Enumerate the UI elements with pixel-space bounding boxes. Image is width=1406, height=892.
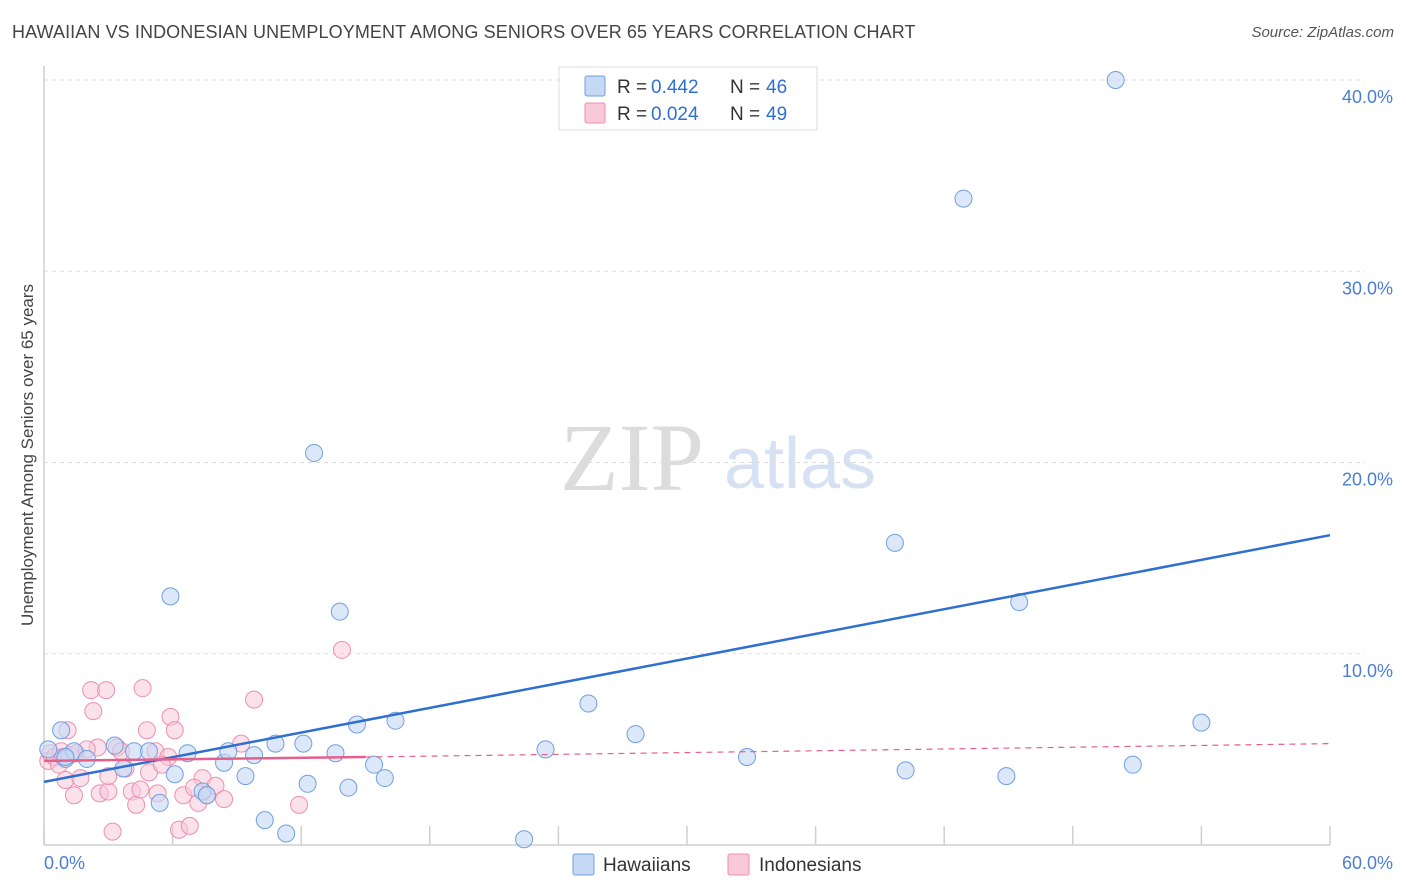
indonesians-point-31 — [165, 721, 184, 740]
y-axis-label: Unemployment Among Seniors over 65 years — [18, 284, 37, 626]
indonesians-trend-line — [43, 755, 366, 763]
hawaiians-point-39 — [954, 189, 973, 208]
hawaiians-point-4 — [77, 749, 96, 768]
y-tick-label-0: 10.0% — [1342, 661, 1393, 681]
y-tick-label-2: 30.0% — [1342, 278, 1393, 298]
legend-r-value-hawaiians: 0.442 — [651, 77, 699, 98]
indonesians-point-45 — [99, 767, 118, 786]
hawaiians-point-21 — [277, 824, 296, 843]
x-ticks — [43, 826, 1331, 845]
indonesians-trend-line-extension — [365, 743, 1331, 758]
hawaiians-point-0 — [39, 740, 58, 759]
hawaiians-trend-line — [43, 533, 1331, 784]
correlation-legend: R = 0.442 N = 46 R = 0.024 N = 49 — [558, 66, 818, 131]
hawaiians-point-8 — [140, 742, 159, 761]
trend-lines — [43, 533, 1331, 784]
source-label: Source: ZipAtlas.com — [1251, 24, 1394, 41]
legend-r-label-indonesians: R = — [617, 104, 647, 125]
legend-swatch-indonesians — [584, 102, 606, 124]
hawaiians-point-19 — [255, 811, 274, 830]
legend-n-value-indonesians: 49 — [766, 104, 787, 125]
indonesians-point-42 — [290, 795, 309, 814]
y-tick-label-1: 20.0% — [1342, 470, 1393, 490]
hawaiians-point-43 — [1123, 755, 1142, 774]
chart-title: HAWAIIAN VS INDONESIAN UNEMPLOYMENT AMON… — [12, 22, 916, 42]
hawaiians-point-23 — [298, 774, 317, 793]
hawaiians-point-26 — [330, 602, 349, 621]
hawaiians-point-24 — [305, 443, 324, 462]
indonesians-point-48 — [65, 786, 84, 805]
hawaiians-point-33 — [536, 740, 555, 759]
hawaiians-point-38 — [896, 761, 915, 780]
x-tick-label-min: 0.0% — [44, 853, 85, 873]
indonesians-point-22 — [127, 795, 146, 814]
indonesians-point-11 — [82, 681, 101, 700]
indonesians-point-16 — [99, 782, 118, 801]
hawaiians-point-5 — [105, 736, 124, 755]
hawaiians-point-35 — [626, 725, 645, 744]
legend-r-value-indonesians: 0.024 — [651, 104, 699, 125]
bottom-legend-label-hawaiians: Hawaiians — [603, 855, 691, 876]
indonesians-point-39 — [215, 790, 234, 809]
indonesians-point-23 — [131, 780, 150, 799]
hawaiians-point-45 — [56, 748, 75, 767]
hawaiians-point-34 — [579, 694, 598, 713]
hawaiians-point-18 — [245, 746, 264, 765]
legend-r-label-hawaiians: R = — [617, 77, 647, 98]
hawaiians-point-30 — [375, 769, 394, 788]
bottom-legend-swatch-hawaiians — [572, 853, 595, 876]
hawaiians-point-7 — [125, 742, 144, 761]
indonesians-point-43 — [332, 640, 351, 659]
hawaiians-point-14 — [197, 786, 216, 805]
hawaiians-points — [39, 71, 1211, 849]
indonesians-point-17 — [103, 822, 122, 841]
hawaiians-point-44 — [1192, 713, 1211, 732]
hawaiians-point-32 — [515, 830, 534, 849]
hawaiians-point-1 — [52, 721, 71, 740]
hawaiians-point-37 — [885, 533, 904, 552]
hawaiians-point-25 — [326, 744, 345, 763]
hawaiians-point-17 — [236, 767, 255, 786]
watermark-atlas: atlas — [724, 424, 876, 504]
x-tick-label-max: 60.0% — [1342, 853, 1393, 873]
indonesians-point-34 — [180, 816, 199, 835]
indonesians-point-10 — [71, 769, 90, 788]
hawaiians-point-36 — [738, 748, 757, 767]
legend-n-label-indonesians: N = — [730, 104, 760, 125]
y-tick-labels: 10.0% 20.0% 30.0% 40.0% — [1342, 87, 1393, 681]
hawaiians-point-28 — [347, 715, 366, 734]
watermark-zip: ZIP — [560, 404, 704, 511]
indonesians-point-15 — [97, 681, 116, 700]
indonesians-point-12 — [84, 702, 103, 721]
hawaiians-point-42 — [1106, 71, 1125, 89]
legend-swatch-hawaiians — [584, 75, 606, 97]
hawaiians-point-29 — [365, 755, 384, 774]
hawaiians-point-22 — [294, 734, 313, 753]
indonesians-point-24 — [133, 679, 152, 698]
y-tick-label-3: 40.0% — [1342, 87, 1393, 107]
legend-n-label-hawaiians: N = — [730, 77, 760, 98]
series-legend: Hawaiians Indonesians — [572, 853, 861, 876]
hawaiians-point-40 — [997, 767, 1016, 786]
legend-n-value-hawaiians: 46 — [766, 77, 787, 98]
hawaiians-point-11 — [165, 765, 184, 784]
hawaiians-point-9 — [150, 793, 169, 812]
indonesians-point-41 — [245, 690, 264, 709]
hawaiians-point-10 — [161, 587, 180, 606]
bottom-legend-swatch-indonesians — [727, 853, 750, 876]
hawaiians-point-27 — [339, 778, 358, 797]
bottom-legend-label-indonesians: Indonesians — [759, 855, 861, 876]
indonesians-point-25 — [137, 721, 156, 740]
